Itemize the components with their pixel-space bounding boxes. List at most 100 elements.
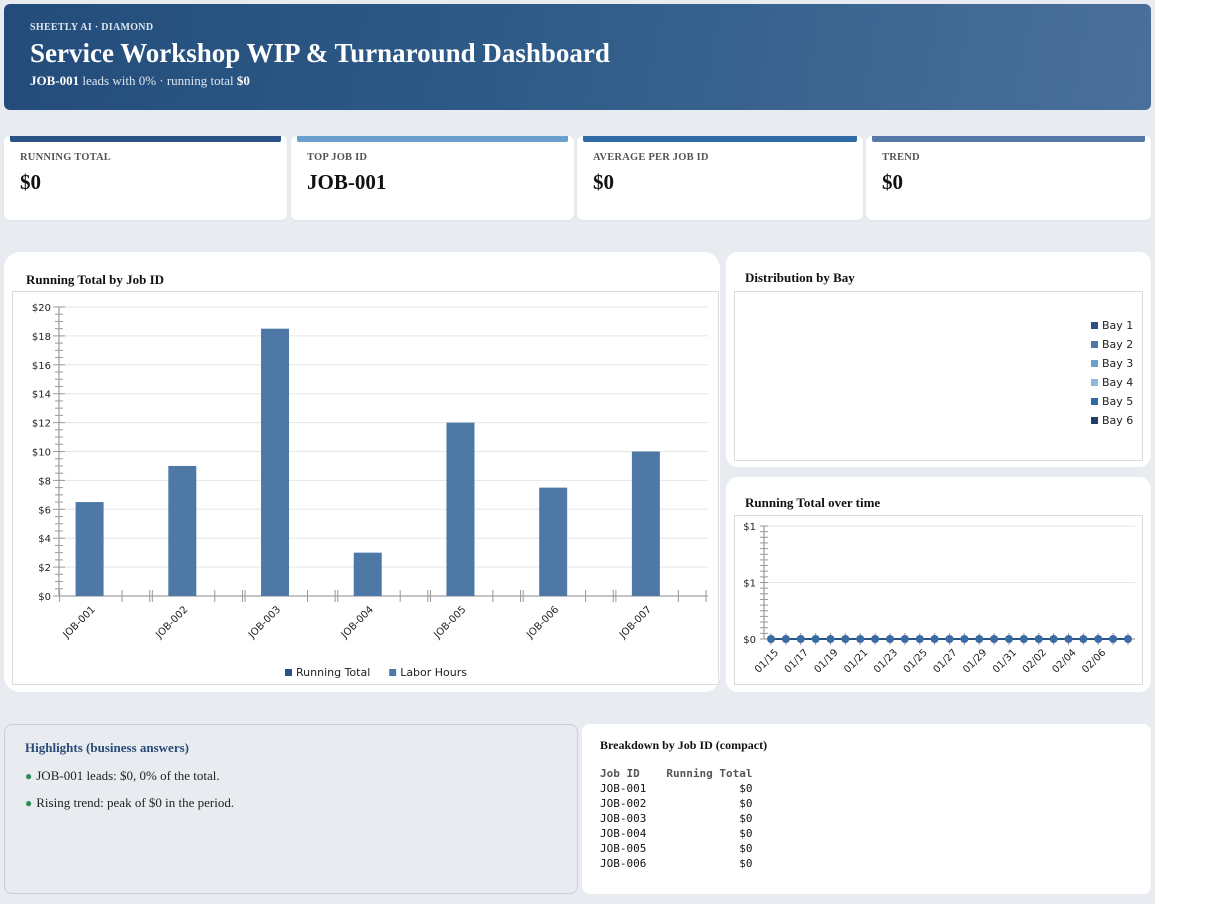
legend-label: Bay 5 bbox=[1102, 395, 1133, 408]
cell-total: $0 bbox=[739, 857, 753, 870]
line-point bbox=[960, 635, 969, 643]
bar-labor-hours bbox=[446, 422, 475, 596]
line-point bbox=[781, 635, 790, 643]
cell-total: $0 bbox=[739, 782, 753, 795]
kpi-card-top-job: TOP JOB ID JOB-001 bbox=[291, 136, 574, 220]
legend-swatch bbox=[1091, 322, 1098, 329]
cell-job-id: JOB-005 bbox=[600, 842, 647, 855]
x-tick-label: 01/17 bbox=[783, 647, 811, 675]
legend-label: Bay 2 bbox=[1102, 338, 1133, 351]
subtitle-text: leads with 0% · running total bbox=[79, 73, 237, 88]
line-point bbox=[1034, 635, 1043, 643]
highlight-item: ● Rising trend: peak of $0 in the period. bbox=[25, 795, 557, 811]
line-point bbox=[900, 635, 909, 643]
legend-swatch bbox=[389, 669, 397, 676]
highlight-text: Rising trend: peak of $0 in the period. bbox=[36, 795, 235, 810]
x-tick-label: JOB-002 bbox=[153, 604, 190, 641]
header-subtitle: JOB-001 leads with 0% · running total $0 bbox=[30, 73, 1125, 89]
line-point bbox=[1064, 635, 1073, 643]
legend-label: Bay 3 bbox=[1102, 357, 1133, 370]
line-point bbox=[886, 635, 894, 643]
bullet-dot-icon: ● bbox=[25, 796, 33, 810]
column-header-running-total: Running Total bbox=[666, 767, 753, 780]
line-point bbox=[915, 635, 924, 643]
kpi-label: TOP JOB ID bbox=[307, 152, 368, 163]
table-row: JOB-001 $0 bbox=[600, 781, 752, 796]
dashboard-header: SHEETLY AI · DIAMOND Service Workshop WI… bbox=[4, 4, 1151, 110]
y-tick-label: $6 bbox=[38, 505, 51, 516]
distribution-frame: Bay 1 Bay 2 Bay 3 Bay 4 Bay 5 Bay 6 bbox=[734, 291, 1143, 461]
cell-job-id: JOB-002 bbox=[600, 797, 647, 810]
highlights-panel: Highlights (business answers) ● JOB-001 l… bbox=[4, 724, 578, 894]
line-point bbox=[1005, 635, 1013, 643]
highlights-title: Highlights (business answers) bbox=[25, 740, 189, 755]
bar-labor-hours bbox=[353, 552, 382, 596]
cell-total: $0 bbox=[739, 827, 753, 840]
line-point bbox=[945, 635, 954, 643]
line-point bbox=[1079, 635, 1088, 643]
x-tick-label: JOB-003 bbox=[246, 604, 283, 641]
table-row: JOB-003 $0 bbox=[600, 811, 752, 826]
y-tick-label: $18 bbox=[32, 332, 51, 343]
subtitle-lead-job: JOB-001 bbox=[30, 73, 80, 88]
legend-swatch bbox=[1091, 417, 1098, 424]
kpi-accent-bar bbox=[297, 136, 568, 142]
y-tick-label: $14 bbox=[32, 390, 51, 401]
bar-chart-frame: $0 $2 $4 $6 $8 $10 $12 $14 $16 $18 $20 JOB-001 JOB-0… bbox=[12, 291, 719, 685]
legend-swatch bbox=[1091, 360, 1098, 367]
legend-label: Bay 1 bbox=[1102, 319, 1133, 332]
highlights-list: ● JOB-001 leads: $0, 0% of the total. ● Ri… bbox=[25, 768, 557, 811]
legend-label: Bay 4 bbox=[1102, 376, 1133, 389]
x-tick-label: 01/15 bbox=[753, 647, 781, 675]
x-tick-label: 02/06 bbox=[1080, 647, 1108, 675]
line-point bbox=[796, 635, 805, 643]
table-header-row: Job ID Running Total bbox=[600, 767, 752, 781]
x-tick-label: JOB-007 bbox=[617, 604, 654, 641]
legend-swatch bbox=[1091, 398, 1098, 405]
y-tick-label: $1 bbox=[743, 522, 756, 533]
legend-label: Bay 6 bbox=[1102, 414, 1133, 427]
y-tick-label: $16 bbox=[32, 361, 51, 372]
line-chart-frame: $0 $1 $1 01/15 01/17 01/19 01/21 01/23 01/25 01/2… bbox=[734, 515, 1143, 685]
bar-labor-hours bbox=[631, 451, 660, 596]
kpi-card-trend: TREND $0 bbox=[866, 136, 1151, 220]
line-chart-title: Running Total over time bbox=[745, 495, 881, 510]
kpi-value: JOB-001 bbox=[307, 170, 387, 194]
line-chart: $0$1$101/15 01/17 01/19 01/21 01/23 01/25 01/2… bbox=[743, 522, 1135, 676]
line-point bbox=[811, 635, 820, 643]
x-tick-label: 01/27 bbox=[931, 647, 959, 675]
cell-job-id: JOB-001 bbox=[600, 782, 647, 795]
y-tick-label: $1 bbox=[743, 579, 756, 590]
line-point bbox=[826, 635, 835, 643]
kpi-accent-bar bbox=[583, 136, 857, 142]
brand-label: SHEETLY AI · DIAMOND bbox=[30, 22, 154, 33]
distribution-title: Distribution by Bay bbox=[745, 270, 855, 285]
line-point bbox=[1019, 635, 1028, 643]
line-point bbox=[990, 635, 999, 643]
x-tick-label: JOB-005 bbox=[432, 604, 469, 641]
x-tick-label: JOB-006 bbox=[524, 604, 561, 641]
y-tick-label: $2 bbox=[38, 563, 51, 574]
kpi-label: RUNNING TOTAL bbox=[20, 152, 111, 163]
bar-chart-title: Running Total by Job ID bbox=[26, 272, 165, 287]
x-tick-label: 01/31 bbox=[991, 647, 1019, 675]
x-tick-label: JOB-004 bbox=[339, 604, 376, 641]
breakdown-panel: Breakdown by Job ID (compact) Job ID Run… bbox=[582, 724, 1151, 894]
table-row: JOB-006 $0 bbox=[600, 856, 752, 871]
y-tick-label: $0 bbox=[743, 635, 756, 646]
legend-swatch bbox=[1091, 341, 1098, 348]
line-point bbox=[871, 635, 880, 643]
y-tick-label: $8 bbox=[38, 476, 51, 487]
cell-total: $0 bbox=[739, 812, 753, 825]
bar-labor-hours bbox=[539, 487, 568, 596]
column-header-job-id: Job ID bbox=[600, 767, 640, 780]
breakdown-title: Breakdown by Job ID (compact) bbox=[600, 738, 768, 752]
table-row: JOB-004 $0 bbox=[600, 826, 752, 841]
y-tick-label: $4 bbox=[38, 534, 51, 545]
bar-labor-hours bbox=[168, 465, 197, 596]
cell-job-id: JOB-004 bbox=[600, 827, 647, 840]
kpi-label: AVERAGE PER JOB ID bbox=[593, 152, 709, 163]
bullet-dot-icon: ● bbox=[25, 769, 33, 783]
distribution-chart: Bay 1 Bay 2 Bay 3 Bay 4 Bay 5 Bay 6 bbox=[1091, 319, 1133, 427]
line-point bbox=[841, 635, 850, 643]
